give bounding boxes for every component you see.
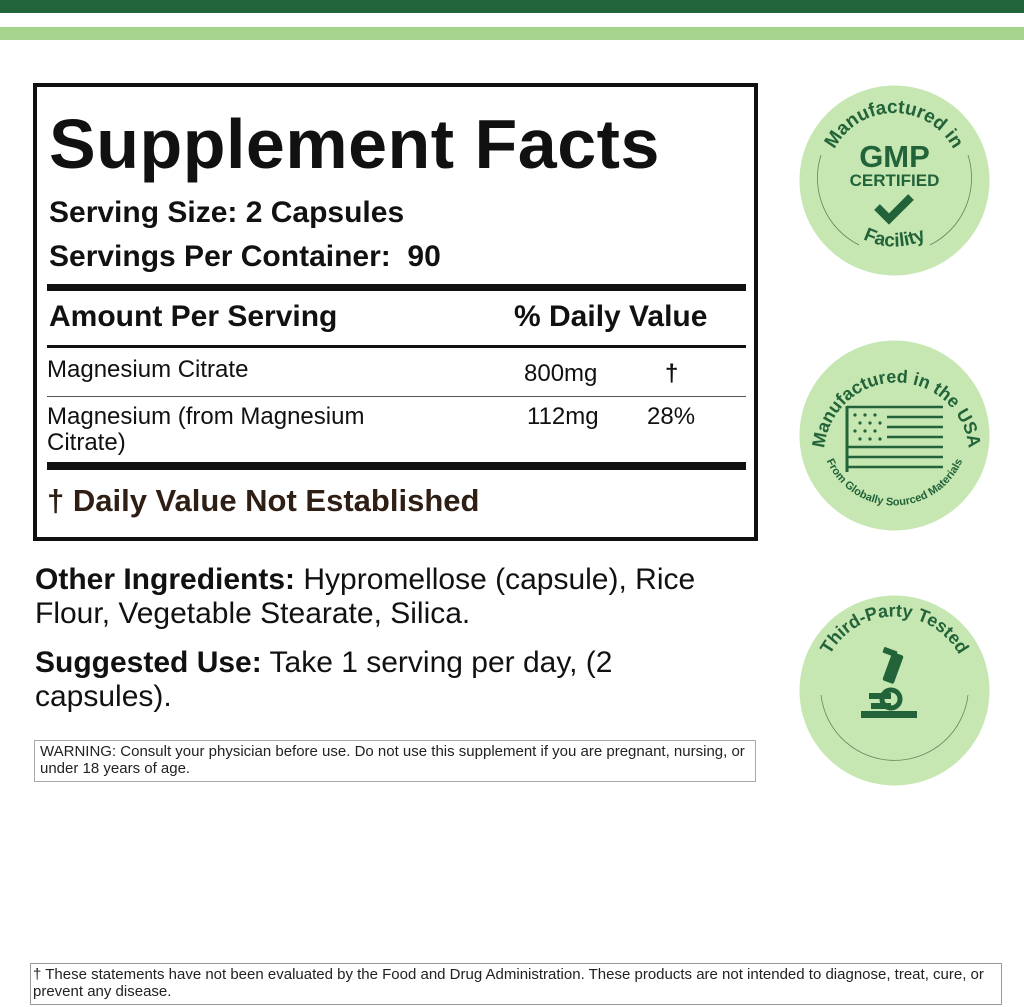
- thick-rule: [47, 462, 746, 470]
- made-in-usa-badge: Manufactured in the USA From Globally So…: [799, 340, 990, 531]
- third-party-tested-badge: Third-Party Tested: [799, 595, 990, 786]
- supplement-facts-panel: Supplement Facts Serving Size: 2 Capsule…: [33, 83, 758, 541]
- nutrient-dv: 28%: [647, 403, 696, 430]
- warning-box: WARNING: Consult your physician before u…: [34, 740, 756, 782]
- badge-certified-text: CERTIFIED: [850, 171, 940, 190]
- facts-title: Supplement Facts: [49, 105, 660, 183]
- serving-size: Serving Size: 2 Capsules: [49, 196, 405, 229]
- checkmark-icon: [874, 194, 914, 225]
- top-dark-stripe: [0, 0, 1024, 13]
- badge-gmp-text: GMP: [859, 139, 930, 174]
- amount-per-serving-header: Amount Per Serving: [49, 300, 338, 333]
- nutrient-amount: 800mg: [524, 360, 598, 387]
- other-ingredients-text: Hypromellose (capsule), Rice Flour, Vege…: [35, 563, 696, 630]
- suggested-use-text: Take 1 serving per day, (2 capsules).: [35, 646, 613, 713]
- gmp-certified-badge: Manufactured in GMP CERTIFIED Facility: [799, 85, 990, 276]
- other-ingredients-label: Other Ingredients:: [35, 563, 296, 596]
- other-ingredients: Other Ingredients: Hypromellose (capsule…: [35, 563, 755, 631]
- microscope-icon: [861, 647, 917, 718]
- daily-value-header: % Daily Value: [514, 300, 708, 333]
- nutrient-name: Magnesium (from Magnesium Citrate): [47, 403, 365, 456]
- nutrient-dv: †: [665, 360, 679, 387]
- daily-value-footnote: † Daily Value Not Established: [47, 483, 480, 518]
- suggested-use: Suggested Use: Take 1 serving per day, (…: [35, 646, 655, 714]
- top-light-stripe: [0, 27, 1024, 40]
- medium-rule: [47, 345, 746, 348]
- servings-per-container: Servings Per Container: 90: [49, 240, 441, 273]
- suggested-use-label: Suggested Use:: [35, 646, 262, 679]
- nutrient-amount: 112mg: [527, 403, 599, 430]
- thick-rule: [47, 284, 746, 291]
- thin-rule: [47, 396, 746, 397]
- nutrient-name: Magnesium Citrate: [47, 356, 249, 383]
- fda-disclaimer: † These statements have not been evaluat…: [30, 963, 1002, 1005]
- us-flag-icon: [845, 405, 943, 472]
